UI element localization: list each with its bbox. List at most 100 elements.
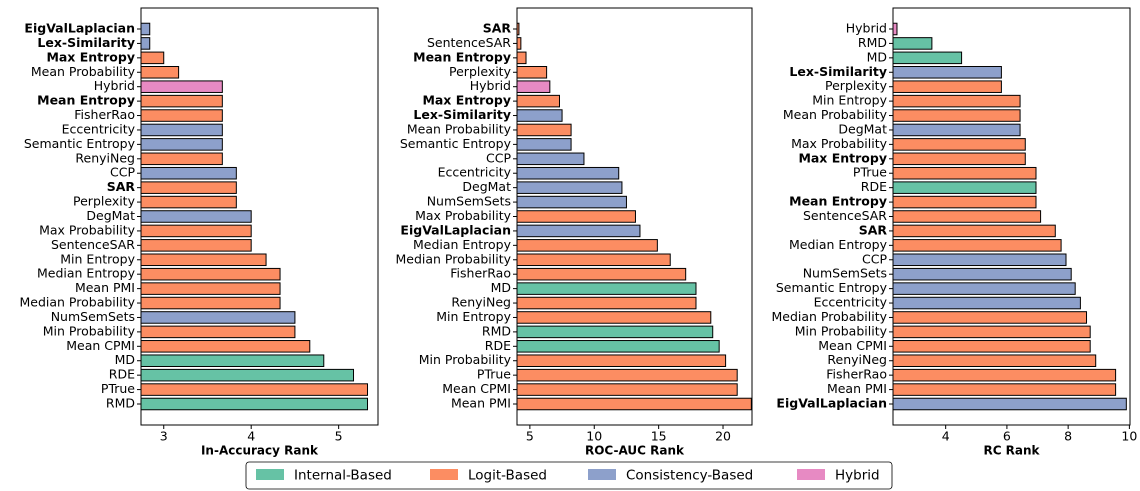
bar	[140, 325, 296, 339]
y-tick-label: PTrue	[853, 165, 887, 180]
y-tick-label: Median Entropy	[789, 237, 888, 252]
bar	[516, 138, 572, 151]
bar	[140, 311, 296, 324]
bar	[892, 123, 1021, 137]
bar	[516, 195, 627, 209]
bar	[516, 94, 560, 108]
bar	[140, 123, 223, 137]
y-tick-label: SentenceSAR	[427, 35, 511, 50]
bar	[516, 123, 572, 137]
legend-swatch	[588, 469, 616, 480]
y-tick-label: EigValLaplacian	[24, 21, 135, 36]
y-tick-label: RenyiNeg	[451, 295, 511, 310]
bar	[140, 37, 151, 50]
y-tick-label: SentenceSAR	[51, 237, 135, 252]
y-tick-label: Mean CPMI	[818, 338, 887, 353]
bar	[892, 368, 1117, 382]
y-tick-label: RDE	[109, 367, 135, 382]
bar	[516, 152, 585, 166]
y-tick-label: MD	[115, 352, 135, 367]
bar	[892, 109, 1021, 122]
bar	[892, 224, 1056, 238]
x-tick-label: 4	[247, 429, 255, 444]
x-tick-label: 15	[651, 429, 667, 444]
x-tick-label: 10	[586, 429, 602, 444]
bar	[140, 195, 237, 209]
bar	[892, 296, 1081, 310]
y-tick-label: Max Entropy	[422, 93, 511, 108]
bar	[892, 94, 1021, 108]
y-tick-label: NumSemSets	[427, 194, 511, 209]
y-tick-label: Eccentricity	[814, 295, 888, 310]
bar	[140, 340, 311, 353]
bar	[516, 239, 658, 252]
y-tick-label: Perplexity	[449, 64, 512, 79]
bar	[140, 109, 223, 122]
y-tick-label: Max Probability	[791, 136, 887, 151]
y-tick-label: PTrue	[101, 381, 135, 396]
bar	[516, 210, 636, 223]
y-tick-label: FisherRao	[74, 107, 135, 122]
y-tick-label: Lex-Similarity	[789, 64, 887, 79]
bar	[892, 239, 1062, 252]
y-tick-label: Min Probability	[795, 323, 888, 338]
y-tick-label: Perplexity	[73, 194, 136, 209]
y-tick-label: Max Entropy	[46, 49, 135, 64]
bar	[140, 152, 223, 166]
x-tick-label: 10	[1121, 429, 1137, 444]
bar	[516, 354, 727, 368]
y-tick-label: SAR	[107, 179, 136, 194]
y-tick-label: EigValLaplacian	[776, 396, 887, 411]
bar	[516, 325, 714, 339]
y-tick-label: RDE	[861, 179, 887, 194]
y-tick-label: Median Entropy	[413, 237, 512, 252]
y-tick-label: SAR	[859, 222, 888, 237]
y-tick-label: MD	[867, 49, 887, 64]
y-tick-label: FisherRao	[450, 266, 511, 281]
bar	[516, 397, 752, 411]
bar	[516, 51, 527, 65]
y-tick-label: Max Probability	[39, 222, 135, 237]
axes-frame	[516, 7, 753, 426]
y-tick-label: RMD	[482, 323, 511, 338]
y-tick-label: Median Probability	[771, 309, 887, 324]
bar	[892, 311, 1088, 324]
y-tick-label: PTrue	[477, 367, 511, 382]
bar	[140, 368, 355, 382]
legend-label: Internal-Based	[294, 468, 392, 484]
bar	[516, 109, 563, 122]
bar	[892, 325, 1091, 339]
y-tick-label: Hybrid	[470, 78, 511, 93]
y-tick-label: Median Probability	[395, 251, 511, 266]
y-tick-label: MD	[491, 280, 511, 295]
y-tick-label: Median Entropy	[37, 266, 136, 281]
bar	[892, 383, 1117, 396]
bar	[516, 166, 620, 180]
bar	[516, 368, 738, 382]
bar	[892, 195, 1037, 209]
y-tick-label: Hybrid	[94, 78, 135, 93]
y-tick-label: Mean Entropy	[789, 194, 887, 209]
bar	[140, 138, 223, 151]
y-tick-label: Mean Entropy	[37, 93, 135, 108]
y-tick-label: Max Probability	[415, 208, 511, 223]
bar	[140, 253, 267, 267]
y-tick-label: Min Probability	[43, 323, 136, 338]
y-tick-label: RMD	[106, 396, 135, 411]
bar	[516, 66, 548, 79]
bar	[892, 210, 1042, 223]
x-axis-label: RC Rank	[983, 444, 1040, 458]
bar	[140, 51, 165, 65]
axes-frame	[892, 7, 1131, 426]
y-tick-label: Eccentricity	[438, 165, 512, 180]
bar	[892, 253, 1067, 267]
bar	[892, 66, 1002, 79]
y-tick-label: Perplexity	[825, 78, 888, 93]
legend-swatch	[430, 469, 458, 480]
bar	[516, 267, 687, 281]
bar	[140, 354, 325, 368]
y-tick-label: FisherRao	[826, 367, 887, 382]
x-axis-label: ROC-AUC Rank	[585, 444, 685, 458]
bar	[140, 94, 223, 108]
bar	[516, 340, 720, 353]
